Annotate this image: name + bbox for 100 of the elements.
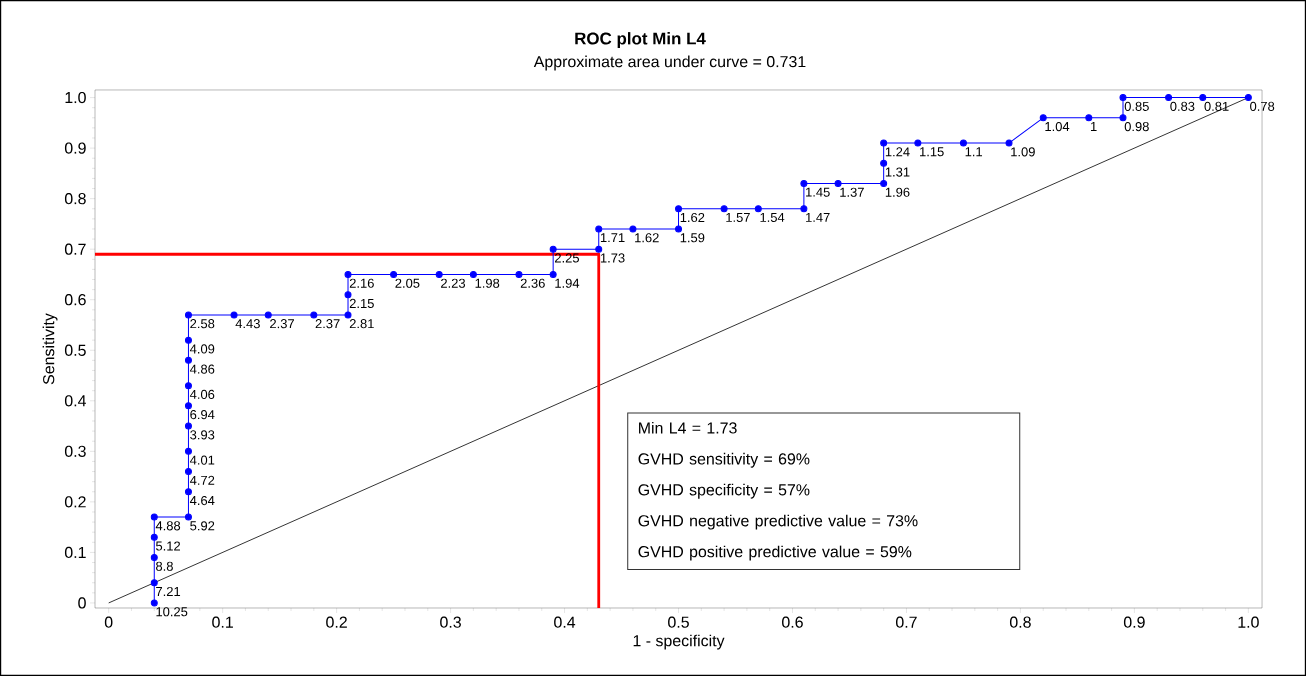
annotation: 10.25 xyxy=(156,607,188,617)
annotation: 7.21 xyxy=(156,586,181,596)
point xyxy=(800,205,808,213)
point xyxy=(184,468,192,476)
point xyxy=(595,225,603,233)
x-tick-label: 0.7 xyxy=(896,616,917,628)
x-tick-label: 0.9 xyxy=(1123,616,1145,628)
annotation: 1 xyxy=(1090,121,1097,131)
annotation: 1.98 xyxy=(475,278,500,288)
point xyxy=(800,179,808,187)
annotation: 1.47 xyxy=(806,212,830,222)
point xyxy=(959,139,967,147)
annotation: 2.36 xyxy=(520,278,545,288)
point xyxy=(1119,114,1127,122)
x-tick-label: 0.1 xyxy=(212,616,233,628)
x-tick-label: 0.5 xyxy=(668,616,689,628)
point xyxy=(595,245,603,253)
point xyxy=(880,139,888,147)
annotation: 2.15 xyxy=(349,298,374,309)
annotation: 2.58 xyxy=(190,319,215,329)
point xyxy=(184,402,192,410)
point xyxy=(184,422,192,430)
y-tick-label: 0.3 xyxy=(64,445,86,457)
y-axis-title: Sensitivity xyxy=(42,313,58,385)
point xyxy=(184,336,192,344)
y-tick-label: 0.4 xyxy=(64,395,87,407)
annotation: 0.78 xyxy=(1250,101,1275,111)
y-tick-label: 0.6 xyxy=(64,294,86,306)
annotation: 1.57 xyxy=(726,212,750,222)
point xyxy=(184,356,192,364)
annotation: GVHD negative predictive value = 73% xyxy=(638,514,918,530)
y-tick-label: 0.5 xyxy=(64,344,86,356)
annotation: 2.81 xyxy=(349,319,374,329)
annotation: 5.12 xyxy=(155,541,181,551)
annotation: 6.94 xyxy=(190,410,215,420)
point xyxy=(1039,114,1047,122)
annotation: 3.93 xyxy=(190,430,215,440)
annotation: 1.04 xyxy=(1045,121,1070,132)
x-axis-title: 1 - specificity xyxy=(633,634,725,650)
annotation: GVHD sensitivity = 69% xyxy=(638,452,810,468)
y-tick-label: 0.8 xyxy=(64,193,86,205)
point xyxy=(390,270,398,278)
point xyxy=(880,179,888,187)
x-tick-label: 0.3 xyxy=(440,616,461,628)
point xyxy=(1085,114,1093,122)
annotation: 0.81 xyxy=(1204,101,1229,111)
annotation: 1.96 xyxy=(885,187,910,197)
point xyxy=(344,270,352,278)
annotation: Min L4 = 1.73 xyxy=(639,421,737,434)
point xyxy=(344,291,352,299)
point xyxy=(720,205,728,213)
point xyxy=(834,179,842,187)
point xyxy=(1119,94,1127,102)
annotation: 2.25 xyxy=(555,253,580,263)
point xyxy=(435,270,443,278)
annotation: 1.71 xyxy=(600,233,625,243)
point xyxy=(675,225,683,233)
y-tick-label: 0 xyxy=(78,597,86,609)
point xyxy=(1244,94,1252,102)
annotation: 2.37 xyxy=(270,319,294,329)
point xyxy=(515,270,523,278)
point xyxy=(230,311,238,319)
annotation: 4.64 xyxy=(189,495,215,506)
annotation: 1.37 xyxy=(840,187,864,197)
point xyxy=(549,270,557,278)
x-tick-label: 0.8 xyxy=(1009,616,1031,628)
annotation: 0.98 xyxy=(1124,121,1149,132)
annotation: GVHD positive predictive value = 59% xyxy=(638,545,912,561)
y-tick-label: 0.9 xyxy=(64,142,86,154)
annotation: 4.43 xyxy=(235,319,260,329)
annotation: 1.15 xyxy=(920,147,944,157)
annotation: 1.94 xyxy=(555,278,580,288)
annotation: 4.06 xyxy=(189,389,215,399)
point xyxy=(1165,94,1173,102)
point xyxy=(675,205,683,213)
point xyxy=(754,205,762,213)
point xyxy=(184,382,192,390)
x-tick-label: 1.0 xyxy=(1238,616,1259,628)
annotation: GVHD specificity = 57% xyxy=(638,483,810,499)
annotation: 4.86 xyxy=(189,364,215,374)
point xyxy=(264,311,272,319)
annotation: 8.8 xyxy=(156,561,173,571)
point xyxy=(150,513,158,521)
x-tick-label: 0.2 xyxy=(326,616,347,628)
annotation: 2.23 xyxy=(441,278,466,288)
y-tick-label: 1.0 xyxy=(65,91,86,104)
annotation: 2.37 xyxy=(315,319,340,329)
annotation: 1.31 xyxy=(885,167,910,177)
point xyxy=(469,270,477,278)
chart-subtitle: Approximate area under curve = 0.731 xyxy=(533,55,806,71)
point xyxy=(150,579,158,587)
y-tick-label: 0.2 xyxy=(64,496,86,508)
annotation: 4.72 xyxy=(189,475,215,485)
annotation: 4.01 xyxy=(189,455,215,465)
x-tick-label: 0 xyxy=(104,616,113,628)
annotation: 1.62 xyxy=(635,233,659,243)
point xyxy=(1005,139,1013,147)
point xyxy=(629,225,637,233)
annotation: 0.85 xyxy=(1124,101,1149,111)
point xyxy=(184,488,192,496)
